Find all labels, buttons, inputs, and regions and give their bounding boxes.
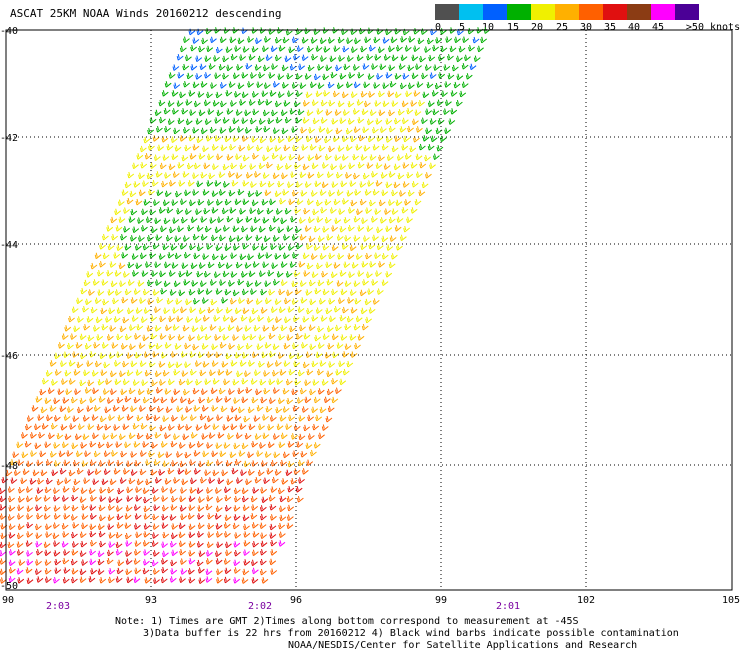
wind-barb-swath (0, 27, 491, 585)
legend-label-30: 30 (579, 22, 593, 33)
longitude-labels: 90 93 96 99 102 105 (2, 595, 740, 606)
legend-label-35: 35 (603, 22, 617, 33)
note-line-3: NOAA/NESDIS/Center for Satellite Applica… (288, 640, 638, 651)
legend-swatch-10 (483, 4, 507, 20)
lat-tick-label: -44 (0, 240, 18, 251)
lat-tick-label: -46 (0, 351, 18, 362)
lat-tick-label: -42 (0, 133, 18, 144)
lat-tick-label: -50 (0, 581, 18, 592)
legend-label-40: 40 (627, 22, 641, 33)
legend-label-20: 20 (530, 22, 544, 33)
legend-label-15: 15 (506, 22, 520, 33)
lon-tick-label: 99 (435, 595, 447, 606)
wind-barbs (10, 90, 432, 468)
legend-swatch-5 (459, 4, 483, 20)
pass-time-label: 2:03 (46, 601, 70, 612)
legend-label-45: 45 (651, 22, 665, 33)
latitude-labels: -40 -42 -44 -46 -48 -50 (0, 26, 18, 592)
legend-swatch-25 (555, 4, 579, 20)
legend-swatch-0 (435, 4, 459, 20)
legend-swatch-50 (675, 4, 699, 20)
wind-barbs (0, 467, 305, 585)
time-labels: 2:03 2:02 2:01 (46, 601, 520, 612)
lon-tick-label: 90 (2, 595, 14, 606)
legend-label-50: >50 knots (685, 22, 740, 33)
wind-barbs (172, 27, 480, 89)
map-frame (5, 29, 733, 591)
legend-swatch-45 (651, 4, 675, 20)
legend-swatch-35 (603, 4, 627, 20)
legend-swatch-30 (579, 4, 603, 20)
note-line-1: Note: 1) Times are GMT 2)Times along bot… (115, 616, 579, 627)
lat-tick-label: -48 (0, 461, 18, 472)
legend-swatch-15 (507, 4, 531, 20)
lon-tick-label: 105 (722, 595, 740, 606)
lat-lon-grid (6, 30, 732, 590)
lon-tick-label: 102 (577, 595, 595, 606)
pass-time-label: 2:01 (496, 601, 520, 612)
legend-label-5: 5 (458, 22, 466, 33)
pass-time-label: 2:02 (248, 601, 272, 612)
note-line-2: 3)Data buffer is 22 hrs from 20160212 4)… (143, 628, 679, 639)
legend-label-10: 10 (481, 22, 495, 33)
lon-tick-label: 96 (290, 595, 302, 606)
chart-title: ASCAT 25KM NOAA Winds 20160212 descendin… (10, 7, 282, 20)
lat-tick-label: -40 (0, 26, 18, 37)
legend-label-25: 25 (555, 22, 569, 33)
legend-swatch-20 (531, 4, 555, 20)
lon-tick-label: 93 (145, 595, 157, 606)
wind-barbs (0, 540, 286, 584)
wind-barbs (42, 90, 436, 387)
legend-swatch-40 (627, 4, 651, 20)
legend-label-0: 0 (434, 22, 442, 33)
wind-barbs (0, 386, 342, 584)
